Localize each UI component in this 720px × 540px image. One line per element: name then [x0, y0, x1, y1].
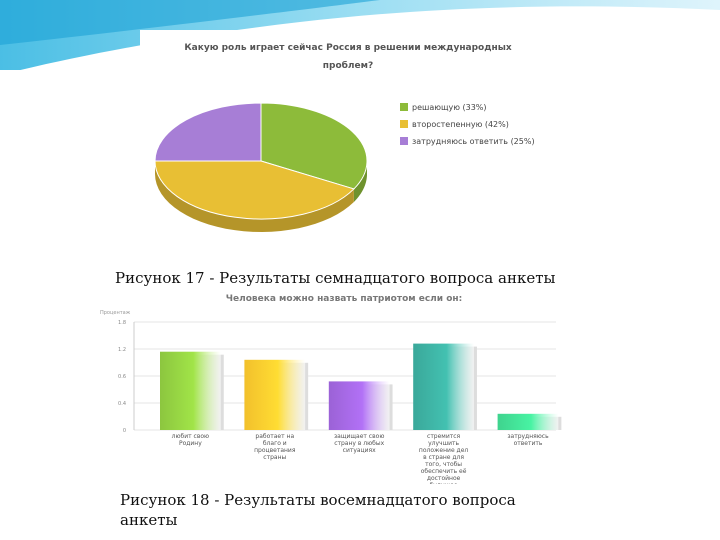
pie-legend-label-1: второстепенную (42%): [412, 120, 509, 129]
pie-chart-title-line2: проблем?: [323, 60, 373, 71]
caption-figure-18-line1: Рисунок 18 - Результаты восемнадцатого в…: [120, 491, 516, 509]
bar-y-tick-4: 0: [123, 428, 126, 434]
bar-1: [244, 359, 306, 430]
pie-chart: Какую роль играет сейчас Россия в решени…: [154, 43, 535, 232]
pie-legend-label-0: решающую (33%): [412, 103, 487, 112]
bar-y-tick-0: 1.8: [118, 320, 126, 326]
caption-figure-17: Рисунок 17 - Результаты семнадцатого воп…: [115, 269, 556, 287]
bar-category-label-4-0: затрудняюсь: [507, 433, 549, 440]
pie-slices: [154, 102, 368, 232]
bar-category-label-1-3: страны: [263, 454, 286, 461]
bar-category-label-2-1: страну в любых: [334, 440, 384, 447]
bar-4: [497, 413, 559, 430]
bar-chart: Человека можно назвать патриотом если он…: [100, 294, 562, 489]
bar-chart-bars: [160, 343, 562, 430]
bar-chart-ylabel: Процентаж: [100, 310, 131, 316]
bar-category-label-0-1: Родину: [179, 440, 202, 447]
bar-category-label-3-7: будущее: [430, 482, 458, 484]
caption-figure-18-line2: анкеты: [120, 511, 178, 529]
decorative-wave: [0, 0, 720, 70]
bar-y-tick-2: 0.6: [118, 374, 126, 380]
bar-2: [328, 381, 390, 430]
bar-y-tick-3: 0.4: [118, 401, 126, 407]
bar-category-label-1-2: процветания: [254, 447, 296, 454]
bar-0: [160, 351, 221, 430]
bar-chart-figure: Человека можно назвать патриотом если он…: [96, 292, 568, 489]
pie-legend-swatch-0: [400, 103, 408, 111]
bar-category-label-2-2: ситуациях: [343, 447, 377, 454]
bar-category-label-0-0: любит свою: [172, 433, 209, 440]
pie-chart-figure: Какую роль играет сейчас Россия в решени…: [140, 30, 544, 255]
pie-legend: решающую (33%) второстепенную (42%) затруд…: [400, 103, 535, 146]
bar-category-label-3-3: в стране для: [423, 454, 464, 461]
bar-category-label-1-0: работает на: [255, 433, 294, 440]
pie-chart-title-line1: Какую роль играет сейчас Россия в решени…: [184, 43, 512, 53]
pie-legend-label-2: затрудняюсь ответить (25%): [412, 137, 535, 146]
bar-category-label-1-1: благо и: [263, 440, 287, 447]
pie-slice-1: [154, 160, 355, 220]
caption-figure-18: Рисунок 18 - Результаты восемнадцатого в…: [120, 490, 570, 530]
bar-category-label-3-5: обеспечить её: [421, 468, 467, 475]
bar-category-label-3-6: достойное: [427, 475, 461, 482]
bar-category-label-3-1: улучшить: [428, 440, 459, 447]
pie-slice-2: [154, 102, 262, 162]
bar-3: [413, 343, 474, 430]
pie-slice-0: [260, 102, 368, 190]
bar-category-label-2-0: защищает свою: [334, 433, 384, 440]
bar-y-tick-1: 1.2: [118, 347, 126, 353]
pie-legend-swatch-1: [400, 120, 408, 128]
bar-category-label-3-4: того, чтобы: [425, 461, 462, 468]
bar-category-label-3-2: положение дел: [419, 447, 468, 454]
bar-category-label-3-0: стремится: [427, 433, 461, 440]
bar-category-label-4-1: ответить: [514, 440, 543, 447]
pie-legend-swatch-2: [400, 137, 408, 145]
bar-chart-title: Человека можно назвать патриотом если он…: [226, 294, 462, 304]
